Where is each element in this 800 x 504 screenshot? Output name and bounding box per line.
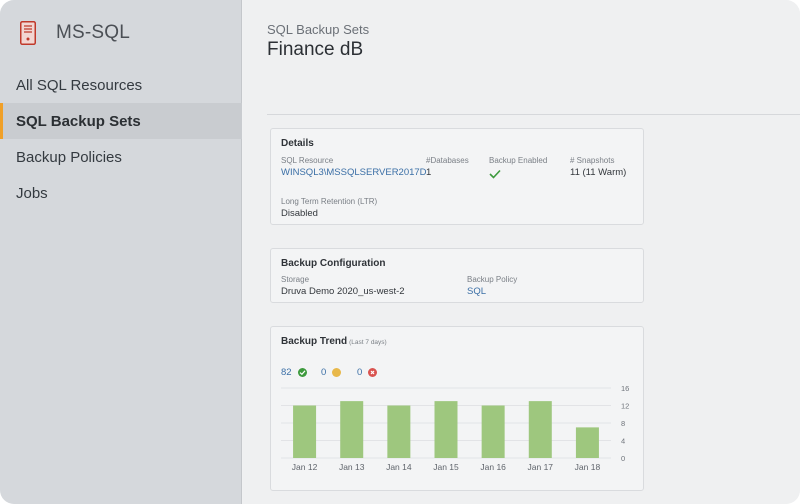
- sidebar-item-sql-backup-sets[interactable]: SQL Backup Sets: [0, 103, 242, 139]
- backup-configuration-card: Backup Configuration Storage Druva Demo …: [270, 248, 644, 303]
- backup-policy-link[interactable]: SQL: [467, 286, 487, 297]
- bar-jan-16[interactable]: [481, 405, 505, 459]
- y-tick-label: 4: [621, 437, 625, 446]
- success-count-value: 82: [281, 367, 292, 378]
- bar-jan-18[interactable]: [575, 427, 599, 458]
- server-icon: [18, 20, 38, 46]
- storage-label: Storage: [281, 275, 310, 284]
- sidebar-item-backup-policies[interactable]: Backup Policies: [16, 148, 122, 166]
- checkmark-icon: [489, 166, 501, 184]
- snapshots-label: # Snapshots: [570, 156, 615, 165]
- divider: [267, 114, 800, 115]
- sql-resource-link[interactable]: WINSQL3\MSSQLSERVER2017D: [281, 167, 427, 178]
- backup-trend-title: Backup Trend (Last 7 days): [281, 336, 387, 347]
- y-tick-label: 8: [621, 419, 625, 428]
- bar-jan-14[interactable]: [387, 405, 411, 459]
- main-content: SQL Backup Sets Finance dB Details SQL R…: [243, 0, 800, 504]
- sidebar: MS-SQL All SQL Resources SQL Backup Sets…: [0, 0, 242, 504]
- bar-jan-17[interactable]: [528, 401, 552, 458]
- warning-count-value: 0: [321, 367, 327, 378]
- backup-enabled-label: Backup Enabled: [489, 156, 548, 165]
- databases-label: #Databases: [426, 156, 469, 165]
- success-check-icon: [297, 368, 307, 377]
- x-tick-label: Jan 17: [528, 462, 554, 472]
- backup-policy-label: Backup Policy: [467, 275, 518, 284]
- backup-trend-subtitle: (Last 7 days): [349, 339, 387, 346]
- y-tick-label: 0: [621, 454, 625, 463]
- storage-value: Druva Demo 2020_us-west-2: [281, 286, 405, 297]
- failed-count-value: 0: [357, 367, 363, 378]
- databases-value: 1: [426, 167, 432, 178]
- sidebar-item-jobs[interactable]: Jobs: [16, 184, 48, 202]
- bar-jan-13[interactable]: [340, 401, 364, 458]
- snapshots-value: 11 (11 Warm): [570, 167, 627, 178]
- sidebar-item-all-sql-resources[interactable]: All SQL Resources: [16, 76, 143, 94]
- x-tick-label: Jan 13: [339, 462, 365, 472]
- backup-trend-chart: 0 4 8 12 16 Jan 12 Jan 13 Jan 14 Jan 15 Jan 16 Jan…: [281, 384, 629, 472]
- ltr-value: Disabled: [281, 208, 318, 219]
- app-name: MS-SQL: [56, 22, 131, 43]
- details-card: Details SQL Resource WINSQL3\MSSQLSERVER…: [270, 128, 644, 225]
- breadcrumb[interactable]: SQL Backup Sets: [267, 22, 370, 37]
- failed-x-icon: [368, 368, 378, 377]
- bar-jan-15[interactable]: [434, 401, 458, 458]
- x-tick-label: Jan 18: [575, 462, 601, 472]
- x-tick-label: Jan 12: [292, 462, 318, 472]
- details-title: Details: [281, 138, 314, 149]
- x-tick-label: Jan 14: [386, 462, 412, 472]
- warning-count[interactable]: 0: [321, 367, 342, 378]
- sql-resource-label: SQL Resource: [281, 156, 334, 165]
- brand: MS-SQL: [18, 18, 130, 48]
- success-count[interactable]: 82: [281, 367, 307, 378]
- failed-count[interactable]: 0: [357, 367, 378, 378]
- x-tick-label: Jan 16: [480, 462, 506, 472]
- y-tick-label: 12: [621, 402, 629, 411]
- sidebar-nav: All SQL Resources SQL Backup Sets Backup…: [0, 67, 242, 211]
- backup-configuration-title: Backup Configuration: [281, 258, 386, 269]
- x-tick-label: Jan 15: [433, 462, 459, 472]
- page-title: Finance dB: [267, 39, 364, 60]
- warning-dot-icon: [332, 368, 342, 377]
- backup-trend-heading: Backup Trend: [281, 336, 348, 347]
- ltr-label: Long Term Retention (LTR): [281, 197, 378, 206]
- backup-trend-card: Backup Trend (Last 7 days) 82 0 0 0 4 8 12 16…: [270, 326, 644, 491]
- bar-jan-12[interactable]: [293, 405, 317, 459]
- y-tick-label: 16: [621, 384, 629, 393]
